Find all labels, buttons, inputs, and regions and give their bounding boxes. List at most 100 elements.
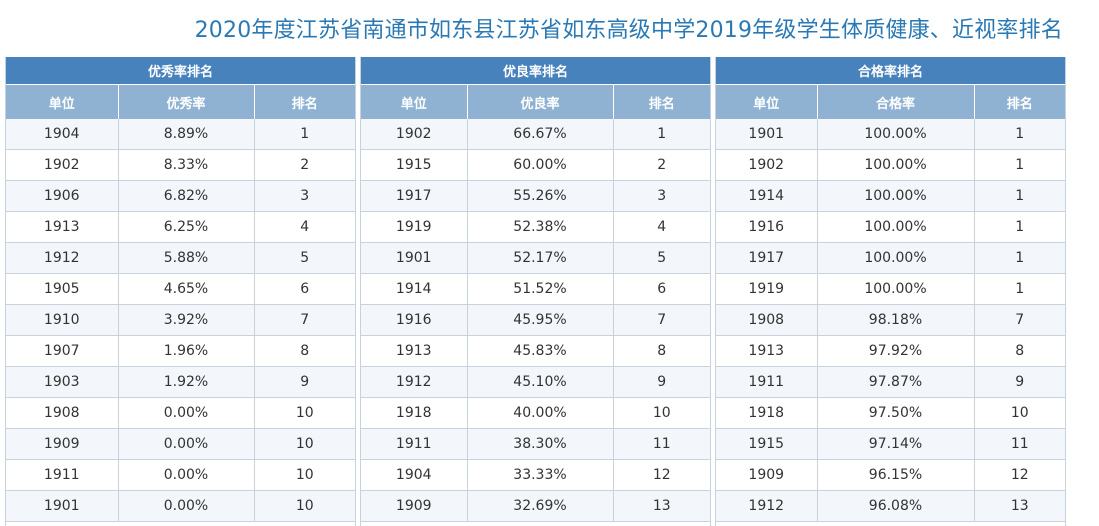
cell-rate: 51.52%	[467, 273, 614, 305]
table-row: 1904 8.89% 1	[6, 119, 355, 150]
cell-rank: 1	[974, 211, 1065, 243]
cell-rate: 97.50%	[817, 397, 975, 429]
cell-unit: 1909	[716, 459, 818, 491]
table-row: 1906 6.82% 3	[6, 180, 355, 212]
cell-rank: 3	[613, 180, 710, 212]
cell-rate: 52.17%	[467, 242, 614, 274]
cell-rank: 10	[254, 397, 355, 429]
column-header-rank[interactable]: 排名	[974, 84, 1065, 119]
table-title: 合格率排名	[716, 57, 1065, 85]
column-header-unit[interactable]: 单位	[716, 84, 818, 119]
cell-rate: 6.82%	[118, 180, 255, 212]
cell-rate: 5.88%	[118, 242, 255, 274]
good-rate-panel: 优良率排名 单位 优良率 排名 1902 66.67% 1 1915 60.00% 2 19…	[360, 57, 711, 526]
table-row: 1913 97.92% 8	[716, 335, 1065, 367]
cell-unit: 1901	[361, 242, 468, 274]
cell-unit: 1907	[6, 335, 119, 367]
cell-rate: 97.14%	[817, 428, 975, 460]
table-row: 1917 55.26% 3	[361, 180, 710, 212]
cell-rank: 8	[974, 335, 1065, 367]
cell-unit: 1913	[6, 211, 119, 243]
column-header-unit[interactable]: 单位	[361, 84, 468, 119]
cell-rate: 0.00%	[118, 397, 255, 429]
cell-unit: 1914	[716, 180, 818, 212]
table-row: 1901 52.17% 5	[361, 242, 710, 274]
table-row: 1909 96.15% 12	[716, 459, 1065, 491]
cell-rank: 8	[254, 335, 355, 367]
cell-unit: 1902	[361, 119, 468, 150]
cell-rank: 1	[974, 273, 1065, 305]
table-title: 优良率排名	[361, 57, 710, 85]
cell-rate: 4.65%	[118, 273, 255, 305]
cell-rate: 66.67%	[467, 119, 614, 150]
cell-rate: 8.33%	[118, 149, 255, 181]
cell-unit: 1902	[6, 149, 119, 181]
cell-unit: 1912	[6, 242, 119, 274]
cell-unit: 1901	[716, 119, 818, 150]
cell-rate: 45.95%	[467, 304, 614, 336]
cell-rank: 10	[613, 397, 710, 429]
cell-unit: 1916	[716, 211, 818, 243]
cell-rank: 1	[974, 180, 1065, 212]
column-header-rank[interactable]: 排名	[613, 84, 710, 119]
table-row: 1916 100.00% 1	[716, 211, 1065, 243]
cell-rank: 10	[974, 397, 1065, 429]
cell-rate: 100.00%	[817, 119, 975, 150]
cell-rank: 13	[613, 490, 710, 522]
cell-unit: 1904	[361, 459, 468, 491]
table-row: 1914 100.00% 1	[716, 180, 1065, 212]
table-row: 1909 32.69% 13	[361, 490, 710, 522]
cell-unit: 1918	[716, 397, 818, 429]
cell-rate: 52.38%	[467, 211, 614, 243]
cell-rank: 13	[974, 490, 1065, 522]
cell-unit: 1911	[6, 459, 119, 491]
table-row: 1904 33.33% 12	[361, 459, 710, 491]
cell-rank: 9	[613, 366, 710, 398]
cell-rate: 3.92%	[118, 304, 255, 336]
column-header-rank[interactable]: 排名	[254, 84, 355, 119]
column-header-rate[interactable]: 优良率	[467, 84, 614, 119]
column-header-rate[interactable]: 合格率	[817, 84, 975, 119]
table-row: 1911 97.87% 9	[716, 366, 1065, 398]
cell-rank: 10	[254, 490, 355, 522]
table-row: 1902 100.00% 1	[716, 149, 1065, 181]
cell-rate: 1.96%	[118, 335, 255, 367]
table-row: 1919 52.38% 4	[361, 211, 710, 243]
cell-rate: 96.15%	[817, 459, 975, 491]
cell-unit: 1916	[361, 304, 468, 336]
cell-rate: 96.08%	[817, 490, 975, 522]
column-header-rate[interactable]: 优秀率	[118, 84, 255, 119]
cell-rate: 40.00%	[467, 397, 614, 429]
column-header-unit[interactable]: 单位	[6, 84, 119, 119]
cell-unit: 1919	[361, 211, 468, 243]
cell-rank: 2	[254, 149, 355, 181]
cell-rank: 8	[613, 335, 710, 367]
cell-rank: 11	[974, 428, 1065, 460]
cell-rank: 4	[613, 211, 710, 243]
good-rate-table: 优良率排名 单位 优良率 排名 1902 66.67% 1 1915 60.00% 2 19…	[361, 57, 710, 522]
cell-rank: 1	[974, 119, 1065, 150]
excellent-rate-table: 优秀率排名 单位 优秀率 排名 1904 8.89% 1 1902 8.33% 2 1906…	[6, 57, 355, 522]
table-row: 1915 97.14% 11	[716, 428, 1065, 460]
cell-rank: 1	[254, 119, 355, 150]
page-title: 2020年度江苏省南通市如东县江苏省如东高级中学2019年级学生体质健康、近视率…	[194, 18, 1063, 43]
table-row: 1909 0.00% 10	[6, 428, 355, 460]
table-row: 1918 40.00% 10	[361, 397, 710, 429]
cell-unit: 1903	[6, 366, 119, 398]
cell-rank: 12	[974, 459, 1065, 491]
cell-unit: 1908	[6, 397, 119, 429]
pass-rate-panel: 合格率排名 单位 合格率 排名 1901 100.00% 1 1902 100.00% 1…	[715, 57, 1066, 526]
cell-rank: 9	[974, 366, 1065, 398]
table-row: 1913 6.25% 4	[6, 211, 355, 243]
cell-rate: 6.25%	[118, 211, 255, 243]
cell-rank: 6	[613, 273, 710, 305]
cell-rate: 0.00%	[118, 428, 255, 460]
table-row: 1902 66.67% 1	[361, 119, 710, 150]
cell-unit: 1908	[716, 304, 818, 336]
cell-unit: 1917	[361, 180, 468, 212]
table-row: 1918 97.50% 10	[716, 397, 1065, 429]
cell-unit: 1912	[716, 490, 818, 522]
cell-unit: 1901	[6, 490, 119, 522]
cell-unit: 1910	[6, 304, 119, 336]
table-row: 1908 0.00% 10	[6, 397, 355, 429]
